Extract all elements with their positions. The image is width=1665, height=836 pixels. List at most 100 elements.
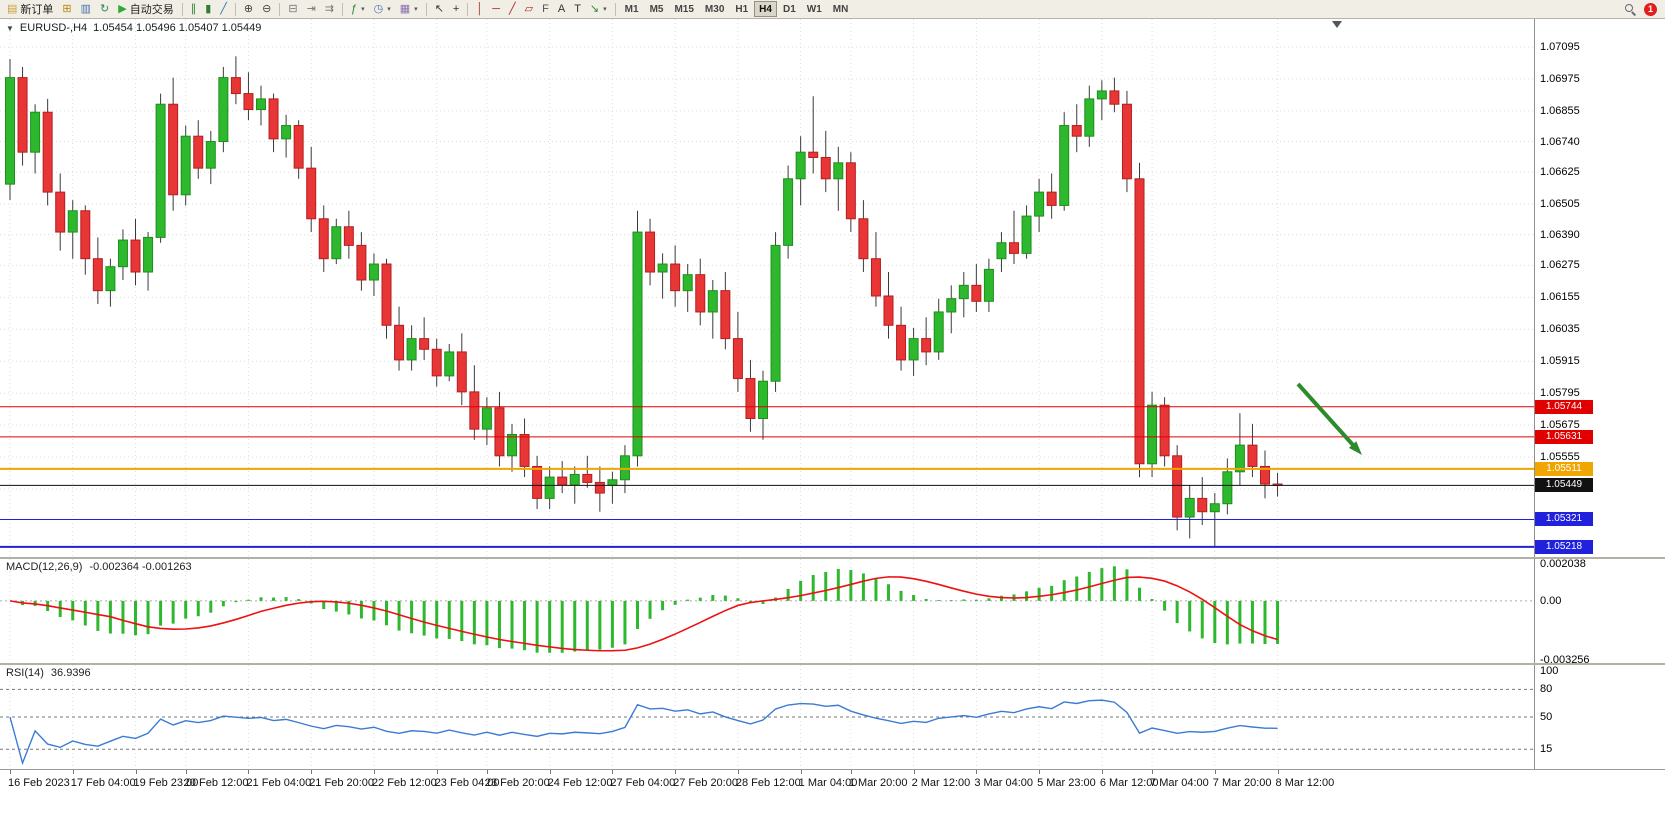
time-label: 27 Feb 04:00 bbox=[610, 777, 676, 789]
rsi-axis-label: 100 bbox=[1540, 665, 1559, 677]
indicators-button[interactable]: ƒ ▾ bbox=[347, 1, 369, 17]
text-label-button[interactable]: T bbox=[570, 1, 585, 17]
timeframe-mn-button[interactable]: MN bbox=[828, 1, 854, 17]
chart-window: ▼ EURUSD-,H4 1.05454 1.05496 1.05407 1.0… bbox=[0, 19, 1665, 796]
timeframe-d1-button[interactable]: D1 bbox=[778, 1, 801, 17]
rsi-axis: 100 80 50 15 bbox=[1534, 665, 1665, 769]
timeframe-m1-button[interactable]: M1 bbox=[620, 1, 644, 17]
cursor-button[interactable]: ↖ bbox=[431, 1, 448, 17]
crosshair-button[interactable]: + bbox=[449, 1, 463, 17]
macd-values: -0.002364 -0.001263 bbox=[89, 561, 192, 573]
timeframe-m30-button[interactable]: M30 bbox=[700, 1, 729, 17]
rsi-axis-label: 50 bbox=[1540, 711, 1553, 723]
notification-badge[interactable]: 1 bbox=[1644, 2, 1657, 16]
fibonacci-button[interactable]: F bbox=[538, 1, 553, 17]
auto-trading-button-label: 自动交易 bbox=[129, 4, 174, 16]
search-button[interactable] bbox=[1621, 1, 1639, 17]
new-order-button[interactable]: ▤ 新订单 bbox=[3, 1, 57, 17]
level-price-tag[interactable]: 1.05321 bbox=[1535, 512, 1593, 527]
price-axis-label: 1.05795 bbox=[1540, 387, 1580, 400]
timeframe-m15-button[interactable]: M15 bbox=[669, 1, 698, 17]
level-price-tag[interactable]: 1.05218 bbox=[1535, 539, 1593, 554]
rsi-name: RSI(14) bbox=[6, 667, 44, 679]
zoom-in-button[interactable]: ⊕ bbox=[240, 1, 257, 17]
macd-panel: MACD(12,26,9) -0.002364 -0.001263 0.0020… bbox=[0, 559, 1665, 663]
bar-chart-button[interactable]: ∥ bbox=[187, 1, 201, 17]
rsi-axis-label: 80 bbox=[1540, 683, 1553, 696]
templates-button[interactable]: ▦ ▾ bbox=[396, 1, 422, 17]
time-tick bbox=[436, 770, 438, 774]
panel-separator[interactable] bbox=[0, 557, 1665, 559]
trendline-button[interactable]: ╱ bbox=[505, 1, 520, 17]
auto-scroll-button[interactable]: ⇥ bbox=[303, 1, 320, 17]
level-price-tag[interactable]: 1.05744 bbox=[1535, 399, 1593, 414]
timeframe-w1-button[interactable]: W1 bbox=[802, 1, 827, 17]
rsi-chart-canvas bbox=[0, 665, 1534, 769]
level-price-tag[interactable]: 1.05511 bbox=[1535, 461, 1593, 476]
charts-icon: ⊞ bbox=[62, 2, 72, 15]
channel-button[interactable]: ▱ bbox=[521, 1, 537, 17]
timeframe-h1-button[interactable]: H1 bbox=[730, 1, 753, 17]
price-axis-label: 1.06390 bbox=[1540, 228, 1580, 241]
time-label: 24 Feb 12:00 bbox=[547, 777, 613, 789]
vertical-line-button[interactable]: │ bbox=[472, 1, 487, 17]
refresh-icon: ↻ bbox=[100, 2, 110, 15]
line-chart-button[interactable]: ╱ bbox=[216, 1, 231, 17]
profiles-button[interactable]: ▥ bbox=[77, 1, 95, 17]
price-axis-label: 1.06505 bbox=[1540, 198, 1580, 211]
text-button[interactable]: A bbox=[554, 1, 569, 17]
time-label: 1 Mar 20:00 bbox=[848, 777, 908, 789]
price-axis-label: 1.06975 bbox=[1540, 72, 1580, 85]
time-label: 3 Mar 04:00 bbox=[974, 777, 1034, 789]
toolbar-separator bbox=[614, 2, 616, 16]
chart-shift-button[interactable]: ⇉ bbox=[321, 1, 338, 17]
time-tick bbox=[135, 770, 137, 774]
time-tick bbox=[72, 770, 74, 774]
time-label: 27 Feb 20:00 bbox=[673, 777, 738, 789]
level-price-tag[interactable]: 1.05631 bbox=[1535, 429, 1593, 444]
price-axis-label: 1.05675 bbox=[1540, 419, 1580, 432]
time-label: 1 Mar 04:00 bbox=[798, 777, 858, 789]
zoom-in-icon: ⊕ bbox=[243, 2, 254, 15]
periods-icon: ◷ bbox=[373, 2, 384, 15]
arrow-tools-button[interactable]: ↘ ▾ bbox=[586, 1, 611, 17]
refresh-button[interactable]: ↻ bbox=[96, 1, 113, 17]
horizontal-line-button[interactable]: ─ bbox=[488, 1, 504, 17]
play-icon: ▶ bbox=[118, 2, 127, 15]
time-label: 23 Feb 04:00 bbox=[434, 777, 500, 789]
timeframe-h4-button[interactable]: H4 bbox=[754, 1, 777, 17]
dropdown-caret-icon: ▾ bbox=[603, 6, 607, 13]
time-label: 2 Mar 12:00 bbox=[911, 777, 971, 789]
trendline-icon: ╱ bbox=[509, 2, 516, 15]
time-tick bbox=[1277, 770, 1279, 774]
time-tick bbox=[486, 770, 488, 774]
ohlc-text: 1.05454 1.05496 1.05407 1.05449 bbox=[93, 22, 262, 34]
rsi-axis-label: 15 bbox=[1540, 743, 1553, 756]
dropdown-caret-icon: ▾ bbox=[387, 6, 391, 13]
time-tick bbox=[1039, 770, 1041, 774]
candlestick-icon: ▮ bbox=[205, 2, 212, 15]
text-label-icon: T bbox=[574, 2, 581, 15]
toolbar-separator bbox=[342, 2, 343, 16]
macd-name: MACD(12,26,9) bbox=[6, 561, 83, 573]
time-label: 7 Mar 20:00 bbox=[1212, 777, 1272, 789]
panel-separator[interactable] bbox=[0, 663, 1665, 665]
tile-windows-button[interactable]: ⊟ bbox=[284, 1, 301, 17]
timeframe-m5-button[interactable]: M5 bbox=[645, 1, 669, 17]
symbol-dropdown-icon[interactable]: ▼ bbox=[6, 23, 14, 33]
crosshair-icon: + bbox=[452, 2, 460, 15]
bar-chart-icon: ∥ bbox=[190, 2, 197, 15]
time-tick bbox=[549, 770, 551, 774]
charts-button[interactable]: ⊞ bbox=[58, 1, 75, 17]
text-icon: A bbox=[557, 2, 566, 15]
price-axis-label: 1.05915 bbox=[1540, 355, 1580, 368]
zoom-out-button[interactable]: ⊖ bbox=[258, 1, 275, 17]
current-price-tag[interactable]: 1.05449 bbox=[1535, 478, 1593, 493]
time-tick bbox=[1101, 770, 1103, 774]
auto-trading-button[interactable]: ▶ 自动交易 bbox=[114, 1, 177, 17]
candlestick-chart-button[interactable]: ▮ bbox=[201, 1, 215, 17]
periods-button[interactable]: ◷ ▾ bbox=[370, 1, 395, 17]
dropdown-caret-icon: ▾ bbox=[414, 6, 418, 13]
price-axis: 1.07095 1.06975 1.06855 1.06740 1.06625 1.065… bbox=[1534, 19, 1665, 557]
macd-chart-canvas bbox=[0, 559, 1534, 663]
